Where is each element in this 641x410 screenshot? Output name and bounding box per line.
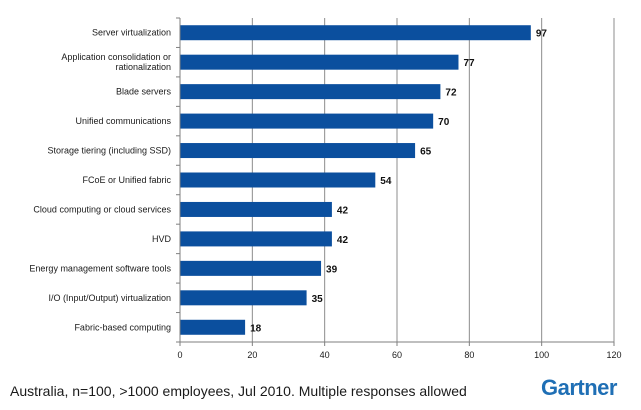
category-label-4: Storage tiering (including SSD) [47, 146, 171, 156]
category-label-10: Fabric-based computing [74, 322, 171, 332]
x-tick-label-60: 60 [392, 350, 402, 360]
axes [176, 17, 615, 346]
category-label-2: Blade servers [116, 87, 172, 97]
x-tick-label-0: 0 [177, 350, 182, 360]
category-label-3: Unified communications [75, 116, 171, 126]
value-label-5: 54 [380, 176, 392, 187]
bar-1 [180, 54, 459, 70]
x-tick-label-100: 100 [534, 350, 549, 360]
bar-chart: Server virtualization Application consoli… [29, 17, 622, 360]
value-label-2: 72 [445, 88, 457, 99]
x-tick-label-120: 120 [606, 350, 621, 360]
value-label-8: 39 [326, 264, 338, 275]
value-label-6: 42 [337, 205, 349, 216]
x-tick-label-40: 40 [320, 350, 330, 360]
value-label-3: 70 [438, 117, 450, 128]
value-label-9: 35 [312, 294, 324, 305]
gartner-logo: Gartner [541, 375, 617, 400]
category-label-9: I/O (Input/Output) virtualization [48, 293, 171, 303]
x-tick-label-80: 80 [464, 350, 474, 360]
category-label-5: FCoE or Unified fabric [82, 175, 171, 185]
bar-8 [180, 260, 322, 276]
bar-7 [180, 231, 332, 247]
gridlines [251, 18, 615, 342]
category-label-7: HVD [152, 234, 172, 244]
bar-10 [180, 319, 246, 335]
value-label-0: 97 [536, 29, 548, 40]
x-tick-labels: 0 20 40 60 80 100 120 [177, 350, 621, 360]
bars [180, 25, 531, 335]
bar-3 [180, 113, 434, 129]
category-labels: Server virtualization Application consoli… [29, 28, 171, 333]
bar-5 [180, 172, 376, 188]
x-tick-label-20: 20 [247, 350, 257, 360]
category-label-8: Energy management software tools [29, 263, 171, 273]
category-label-6: Cloud computing or cloud services [33, 204, 171, 214]
footnote: Australia, n=100, >1000 employees, Jul 2… [10, 383, 467, 399]
value-labels: 97 77 72 70 65 54 42 42 39 35 18 [250, 29, 547, 335]
bar-0 [180, 25, 531, 41]
bar-6 [180, 201, 332, 217]
bar-9 [180, 290, 307, 306]
value-label-7: 42 [337, 235, 349, 246]
value-label-4: 65 [420, 147, 432, 158]
category-label-0: Server virtualization [92, 28, 171, 38]
value-label-1: 77 [463, 58, 475, 69]
bar-4 [180, 143, 416, 159]
category-label-1: Application consolidation or rationalizat… [61, 52, 171, 72]
value-label-10: 18 [250, 323, 262, 334]
bar-2 [180, 84, 441, 100]
